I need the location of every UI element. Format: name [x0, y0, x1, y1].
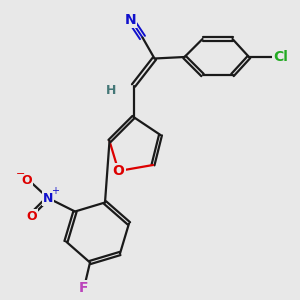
Text: N: N — [125, 13, 136, 26]
Text: O: O — [22, 173, 32, 187]
Text: N: N — [43, 191, 53, 205]
Text: −: − — [15, 169, 25, 179]
Text: F: F — [79, 281, 89, 295]
Text: Cl: Cl — [273, 50, 288, 64]
Text: O: O — [112, 164, 124, 178]
Text: H: H — [106, 83, 116, 97]
Text: O: O — [26, 209, 37, 223]
Text: +: + — [51, 186, 58, 197]
